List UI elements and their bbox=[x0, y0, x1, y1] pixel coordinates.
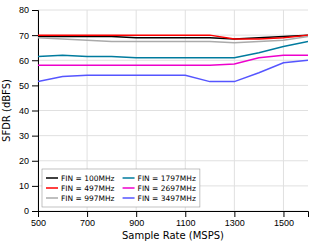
y-axis-title: SFDR (dBFS) bbox=[1, 79, 12, 142]
lines bbox=[38, 35, 308, 81]
x-tick-mark bbox=[283, 211, 284, 217]
x-tick-label: 1500 bbox=[274, 218, 294, 228]
plot-area: 500 700 900 1100 1300 1500 0 10 20 30 40 50 60 70 80 FI… bbox=[19, 5, 309, 228]
y-tick: 10 bbox=[19, 181, 38, 191]
legend-swatch bbox=[46, 197, 58, 199]
y-tick-label: 80 bbox=[19, 5, 29, 15]
x-axis-title: Sample Rate (MSPS) bbox=[122, 230, 224, 241]
y-tick-label: 40 bbox=[19, 106, 29, 116]
y-tick-mark bbox=[32, 111, 38, 112]
x-tick-mark bbox=[87, 211, 88, 217]
legend-swatch bbox=[123, 177, 135, 179]
legend-label: FIN = 997MHz bbox=[61, 194, 115, 203]
y-tick-label: 50 bbox=[19, 81, 29, 91]
legend-label: FIN = 1797MHz bbox=[138, 174, 196, 183]
legend-item: FIN = 2697MHz bbox=[123, 184, 196, 193]
y-tick: 0 bbox=[24, 206, 38, 216]
series-line bbox=[38, 35, 308, 39]
y-grid-line bbox=[38, 160, 308, 161]
grid bbox=[38, 10, 308, 211]
y-tick-mark bbox=[32, 85, 38, 86]
y-tick: 40 bbox=[19, 106, 38, 116]
y-grid-line bbox=[38, 135, 308, 136]
x-tick-mark bbox=[234, 211, 235, 217]
y-grid-line bbox=[38, 85, 308, 86]
y-tick-mark bbox=[32, 161, 38, 162]
y-axis-line bbox=[32, 11, 39, 212]
legend: FIN = 100MHzFIN = 497MHzFIN = 997MHz FIN … bbox=[42, 169, 200, 207]
x-tick-label: 1300 bbox=[225, 218, 245, 228]
y-tick: 30 bbox=[19, 131, 38, 141]
y-tick: 50 bbox=[19, 81, 38, 91]
x-axis: 500 700 900 1100 1300 1500 bbox=[31, 211, 309, 228]
legend-label: FIN = 3497MHz bbox=[138, 194, 196, 203]
y-tick-label: 70 bbox=[19, 31, 29, 41]
legend-swatch bbox=[123, 187, 135, 189]
y-tick-mark bbox=[32, 186, 38, 187]
legend-label: FIN = 497MHz bbox=[61, 184, 115, 193]
y-tick-mark bbox=[32, 10, 38, 11]
x-tick: 700 bbox=[80, 211, 95, 228]
y-tick-mark bbox=[32, 35, 38, 36]
x-tick: 900 bbox=[129, 211, 144, 228]
legend-swatch bbox=[46, 177, 58, 179]
legend-label: FIN = 2697MHz bbox=[138, 184, 196, 193]
x-tick-mark bbox=[136, 211, 137, 217]
y-tick: 20 bbox=[19, 156, 38, 166]
y-tick-label: 60 bbox=[19, 56, 29, 66]
legend-box bbox=[42, 169, 200, 207]
y-tick: 70 bbox=[19, 31, 38, 41]
x-tick: 500 bbox=[31, 211, 46, 228]
legend-item: FIN = 1797MHz bbox=[123, 174, 196, 183]
legend-item: FIN = 497MHz bbox=[46, 184, 115, 193]
y-tick-label: 10 bbox=[19, 181, 29, 191]
y-grid-line bbox=[38, 110, 308, 111]
legend-item: FIN = 997MHz bbox=[46, 194, 115, 203]
y-tick-mark bbox=[32, 60, 38, 61]
chart: 500 700 900 1100 1300 1500 0 10 20 30 40 50 60 70 80 FI… bbox=[0, 0, 322, 243]
x-tick-label: 500 bbox=[31, 218, 46, 228]
series-line bbox=[38, 41, 308, 57]
y-tick: 80 bbox=[19, 5, 38, 15]
x-tick-label: 1100 bbox=[176, 218, 195, 228]
x-tick-mark bbox=[185, 211, 186, 217]
y-tick-label: 30 bbox=[19, 131, 29, 141]
series-line bbox=[38, 36, 308, 42]
x-tick-label: 900 bbox=[129, 218, 144, 228]
x-tick: 1500 bbox=[274, 211, 294, 228]
y-tick-label: 0 bbox=[24, 206, 29, 216]
y-tick-mark bbox=[32, 136, 38, 137]
legend-item: FIN = 100MHz bbox=[46, 174, 115, 183]
y-axis: 0 10 20 30 40 50 60 70 80 bbox=[19, 5, 39, 216]
legend-label: FIN = 100MHz bbox=[61, 174, 115, 183]
legend-item: FIN = 3497MHz bbox=[123, 194, 196, 203]
x-axis-line bbox=[39, 212, 309, 218]
legend-swatch bbox=[46, 187, 58, 189]
y-grid-line bbox=[38, 10, 308, 11]
series-line bbox=[38, 35, 308, 39]
x-tick: 1100 bbox=[176, 211, 195, 228]
x-tick: 1300 bbox=[225, 211, 245, 228]
y-tick: 60 bbox=[19, 56, 38, 66]
series-line bbox=[38, 55, 308, 65]
y-tick-label: 20 bbox=[19, 156, 29, 166]
legend-swatch bbox=[123, 197, 135, 199]
y-tick-mark bbox=[32, 211, 38, 212]
series-line bbox=[38, 60, 308, 81]
x-tick-label: 700 bbox=[80, 218, 95, 228]
y-grid-line bbox=[38, 60, 308, 61]
